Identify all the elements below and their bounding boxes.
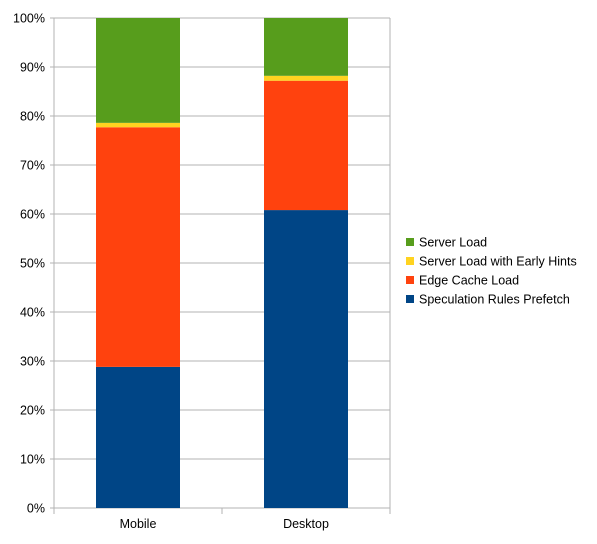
y-tick-label: 80%	[20, 110, 45, 124]
legend-label: Server Load with Early Hints	[419, 255, 577, 269]
bar-segment-mobile-speculation-rules-prefetch	[96, 366, 180, 508]
y-tick-label: 30%	[20, 355, 45, 369]
legend-item: Server Load	[406, 236, 487, 250]
legend-swatch	[406, 276, 414, 284]
legend-item: Edge Cache Load	[406, 274, 519, 288]
legend-swatch	[406, 238, 414, 246]
y-axis-tick-labels: 0% 10% 20% 30% 40% 50% 60% 70% 80% 90% 100%	[13, 12, 45, 516]
y-tick-label: 50%	[20, 257, 45, 271]
bar-segment-mobile-edge-cache-load	[96, 127, 180, 367]
bar-segment-desktop-edge-cache-load	[264, 80, 348, 211]
legend-item: Speculation Rules Prefetch	[406, 293, 570, 307]
bars	[96, 18, 348, 508]
y-tick-label: 10%	[20, 453, 45, 467]
y-tick-label: 40%	[20, 306, 45, 320]
y-tick-label: 0%	[27, 502, 45, 516]
bar-segment-desktop-server-load	[264, 18, 348, 76]
y-tick-label: 20%	[20, 404, 45, 418]
legend-item: Server Load with Early Hints	[406, 255, 577, 269]
legend-label: Edge Cache Load	[419, 274, 519, 288]
legend-label: Server Load	[419, 236, 487, 250]
y-tick-label: 100%	[13, 12, 45, 26]
y-tick-label: 60%	[20, 208, 45, 222]
bar-segment-desktop-server-load-with-early-hints	[264, 75, 348, 81]
x-tick-label: Desktop	[283, 517, 329, 531]
bar-segment-mobile-server-load-with-early-hints	[96, 122, 180, 128]
legend: Server Load Server Load with Early Hints E…	[406, 236, 577, 307]
legend-swatch	[406, 295, 414, 303]
x-tick-label: Mobile	[120, 517, 157, 531]
bar-segment-mobile-server-load	[96, 18, 180, 123]
bar-segment-desktop-speculation-rules-prefetch	[264, 210, 348, 508]
y-tick-label: 70%	[20, 159, 45, 173]
axes	[53, 18, 391, 514]
y-tick-label: 90%	[20, 61, 45, 75]
legend-label: Speculation Rules Prefetch	[419, 293, 570, 307]
legend-swatch	[406, 257, 414, 265]
x-axis-tick-labels: Mobile Desktop	[120, 517, 329, 531]
